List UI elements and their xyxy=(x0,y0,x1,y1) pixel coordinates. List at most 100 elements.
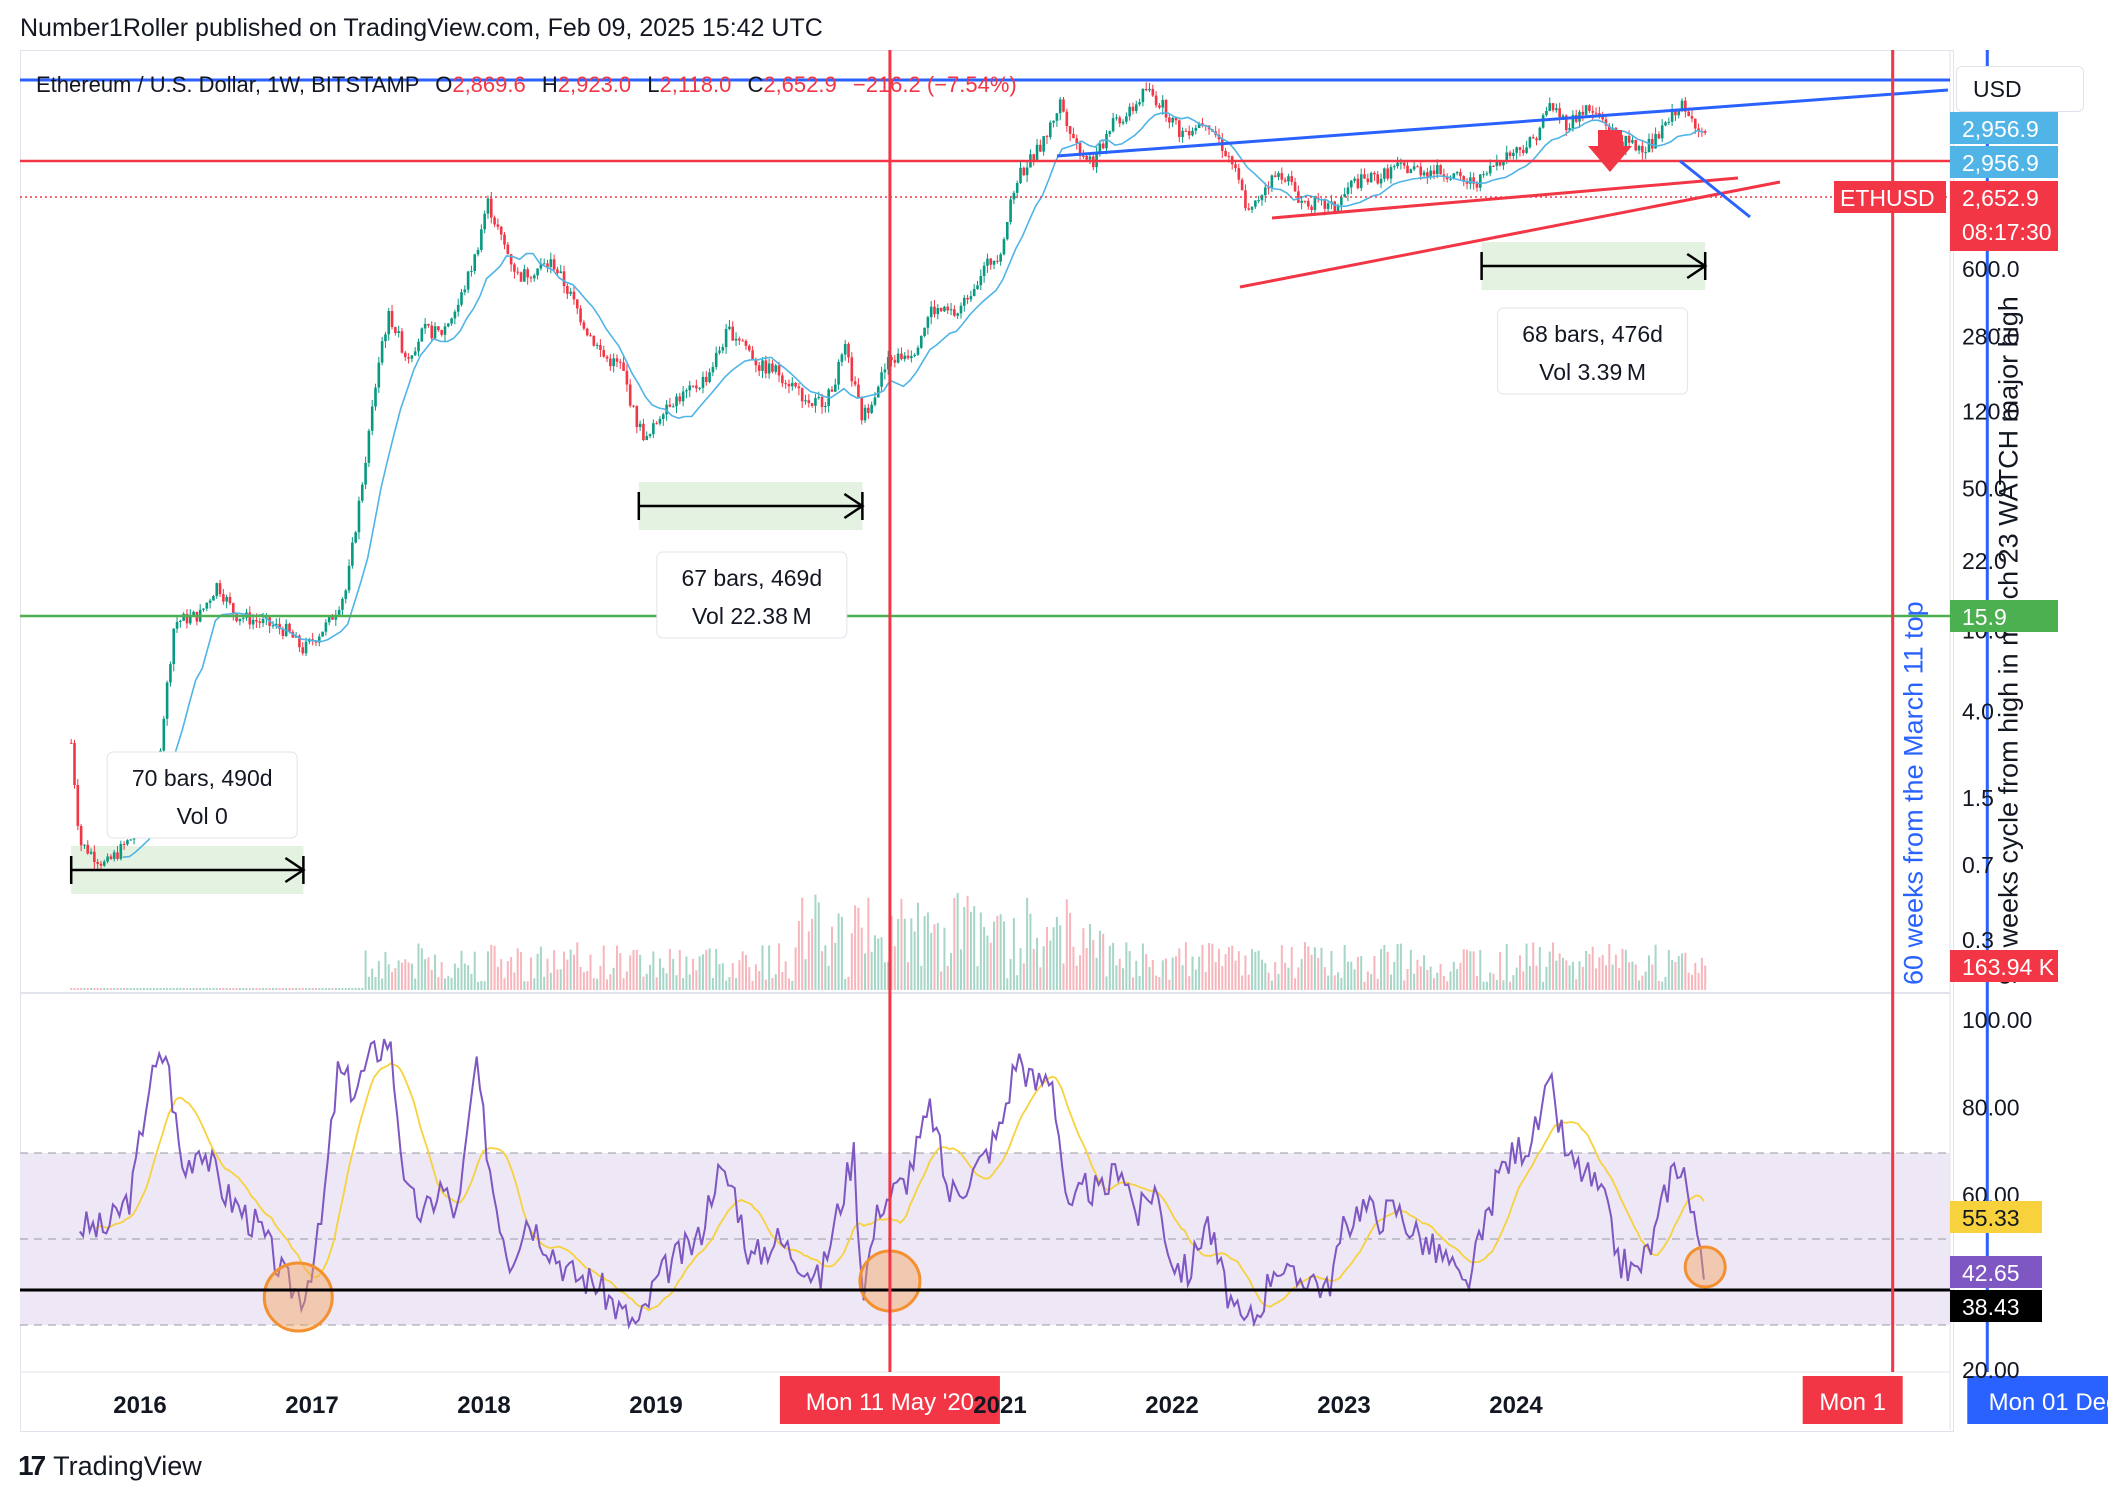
volume-bar xyxy=(480,980,483,990)
candle-body xyxy=(341,598,344,610)
candle-body xyxy=(714,352,718,367)
vertical-line-date-label-bg xyxy=(1967,1376,2108,1424)
volume-bar xyxy=(209,988,212,990)
candle-body xyxy=(1131,106,1135,111)
volume-bar xyxy=(126,988,129,990)
candle-body xyxy=(814,398,817,406)
candle-body xyxy=(949,309,953,311)
candle-body xyxy=(301,647,305,654)
volume-bar xyxy=(1469,951,1472,990)
candle-body xyxy=(566,286,569,294)
candle-body xyxy=(1383,168,1386,179)
candle-body xyxy=(1505,152,1509,162)
volume-bar xyxy=(215,988,218,990)
candle-body xyxy=(1445,176,1449,180)
candle-body xyxy=(992,260,996,265)
candle-body xyxy=(883,369,887,373)
candle-body xyxy=(271,625,275,627)
high-label: H xyxy=(541,72,558,97)
candle-body xyxy=(370,406,374,431)
candle-body xyxy=(1409,169,1413,174)
candle-body xyxy=(1650,138,1654,149)
tradingview-logo[interactable]: 17 TradingView xyxy=(18,1450,202,1482)
volume-bar xyxy=(907,962,910,990)
candle-body xyxy=(83,844,86,846)
volume-bar xyxy=(754,964,757,990)
volume-bar xyxy=(880,937,883,990)
candle-body xyxy=(331,616,334,620)
volume-bar xyxy=(774,974,777,990)
volume-bar xyxy=(1601,954,1604,990)
candle-body xyxy=(496,224,500,227)
candle-body xyxy=(1333,201,1337,212)
volume-bar xyxy=(80,988,83,990)
candle-body xyxy=(582,322,586,329)
volume-bar xyxy=(1654,944,1657,990)
volume-bar xyxy=(1019,948,1022,990)
volume-bar xyxy=(1588,953,1591,990)
candle-body xyxy=(1373,172,1376,175)
volume-bar xyxy=(837,913,840,990)
candle-body xyxy=(228,596,232,604)
volume-bar xyxy=(1174,956,1177,990)
candle-body xyxy=(774,365,778,372)
volume-bar xyxy=(232,988,235,990)
candle-body xyxy=(106,856,109,862)
candle-body xyxy=(933,306,936,315)
candle-body xyxy=(893,360,897,363)
candle-body xyxy=(1171,117,1174,123)
vertical-line-date-label: Mon 11 May '20 xyxy=(806,1389,974,1416)
candle-body xyxy=(1201,123,1204,125)
price-axis-tick: 4.0 xyxy=(1962,698,1994,724)
candle-body xyxy=(1168,117,1171,123)
candle-body xyxy=(638,423,642,427)
candle-body xyxy=(1498,161,1502,166)
symbol-tag: ETHUSD xyxy=(1840,185,1935,211)
candle-body xyxy=(741,340,744,342)
candle-body xyxy=(919,336,923,348)
volume-bar xyxy=(1036,937,1039,990)
candle-body xyxy=(1048,122,1052,138)
volume-bar xyxy=(367,976,370,990)
volume-bar xyxy=(152,988,155,990)
volume-bar xyxy=(1505,944,1508,990)
candle-body xyxy=(946,306,950,311)
candle-body xyxy=(1548,103,1552,111)
candle-body xyxy=(685,390,688,392)
candle-body xyxy=(126,840,129,845)
candle-body xyxy=(1687,111,1690,117)
candle-body xyxy=(1078,143,1082,156)
candle-body xyxy=(410,355,414,359)
candle-body xyxy=(1012,192,1016,200)
volume-bar xyxy=(1158,977,1161,990)
volume-bar xyxy=(308,988,311,990)
price-axis-label: 15.9 xyxy=(1962,604,2007,630)
volume-bar xyxy=(1429,966,1432,990)
price-axis-tick: 22.0 xyxy=(1962,548,2007,574)
candle-body xyxy=(873,397,877,405)
volume-bar xyxy=(1423,955,1426,990)
volume-bar xyxy=(824,945,827,990)
rsi-highlight-circle xyxy=(262,1261,334,1333)
volume-bar xyxy=(192,988,195,990)
candle-body xyxy=(231,603,235,615)
volume-bar xyxy=(453,963,456,990)
volume-bar xyxy=(1694,962,1697,990)
volume-bar xyxy=(649,964,652,990)
volume-bar xyxy=(1363,981,1366,990)
volume-bar xyxy=(622,978,625,990)
volume-bar xyxy=(1353,969,1356,990)
candle-body xyxy=(734,338,738,341)
volume-bar xyxy=(569,949,572,990)
price-axis-tick: 1.5 xyxy=(1962,785,1994,811)
range-label-volume: Vol 3.39 M xyxy=(1539,359,1646,385)
candle-body xyxy=(519,272,523,282)
candle-body xyxy=(460,292,463,305)
volume-bar xyxy=(639,954,642,990)
range-label-volume: Vol 0 xyxy=(177,803,228,829)
candle-body xyxy=(1151,88,1155,96)
currency-selector[interactable]: USD xyxy=(1956,66,2084,112)
candle-body xyxy=(542,263,546,265)
volume-bar xyxy=(1671,960,1674,990)
